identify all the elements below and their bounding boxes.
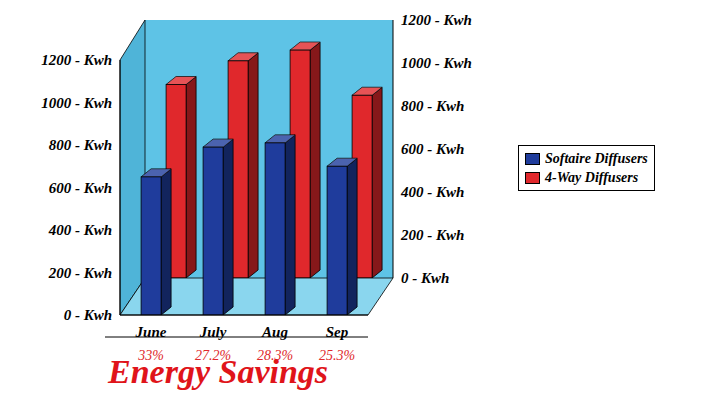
html-text:Softaire Diffusers: Softaire Diffusers	[545, 151, 648, 166]
svg-text:400 - Kwh: 400 - Kwh	[48, 222, 112, 238]
svg-text:0 - Kwh: 0 - Kwh	[401, 270, 449, 286]
html-text:4-Way Diffusers: 4-Way Diffusers	[545, 170, 639, 185]
svg-text:600 - Kwh: 600 - Kwh	[401, 141, 464, 157]
svg-text:Sep: Sep	[326, 324, 349, 340]
svg-text:200 - Kwh: 200 - Kwh	[48, 265, 112, 281]
svg-text:400 - Kwh: 400 - Kwh	[400, 184, 464, 200]
svg-text:200 - Kwh: 200 - Kwh	[400, 227, 464, 243]
svg-text:1200 - Kwh: 1200 - Kwh	[41, 52, 112, 68]
html-text:Energy Savings: Energy Savings	[108, 353, 329, 390]
svg-text:1200 - Kwh: 1200 - Kwh	[401, 12, 472, 28]
svg-text:800 - Kwh: 800 - Kwh	[401, 98, 464, 114]
svg-text:1000 - Kwh: 1000 - Kwh	[401, 55, 472, 71]
svg-text:800 - Kwh: 800 - Kwh	[49, 137, 112, 153]
svg-text:1000 - Kwh: 1000 - Kwh	[41, 95, 112, 111]
svg-text:0 - Kwh: 0 - Kwh	[64, 307, 112, 323]
svg-text:June: June	[135, 324, 167, 340]
svg-text:Aug: Aug	[261, 324, 288, 340]
svg-text:600 - Kwh: 600 - Kwh	[49, 180, 112, 196]
svg-text:July: July	[199, 324, 227, 340]
